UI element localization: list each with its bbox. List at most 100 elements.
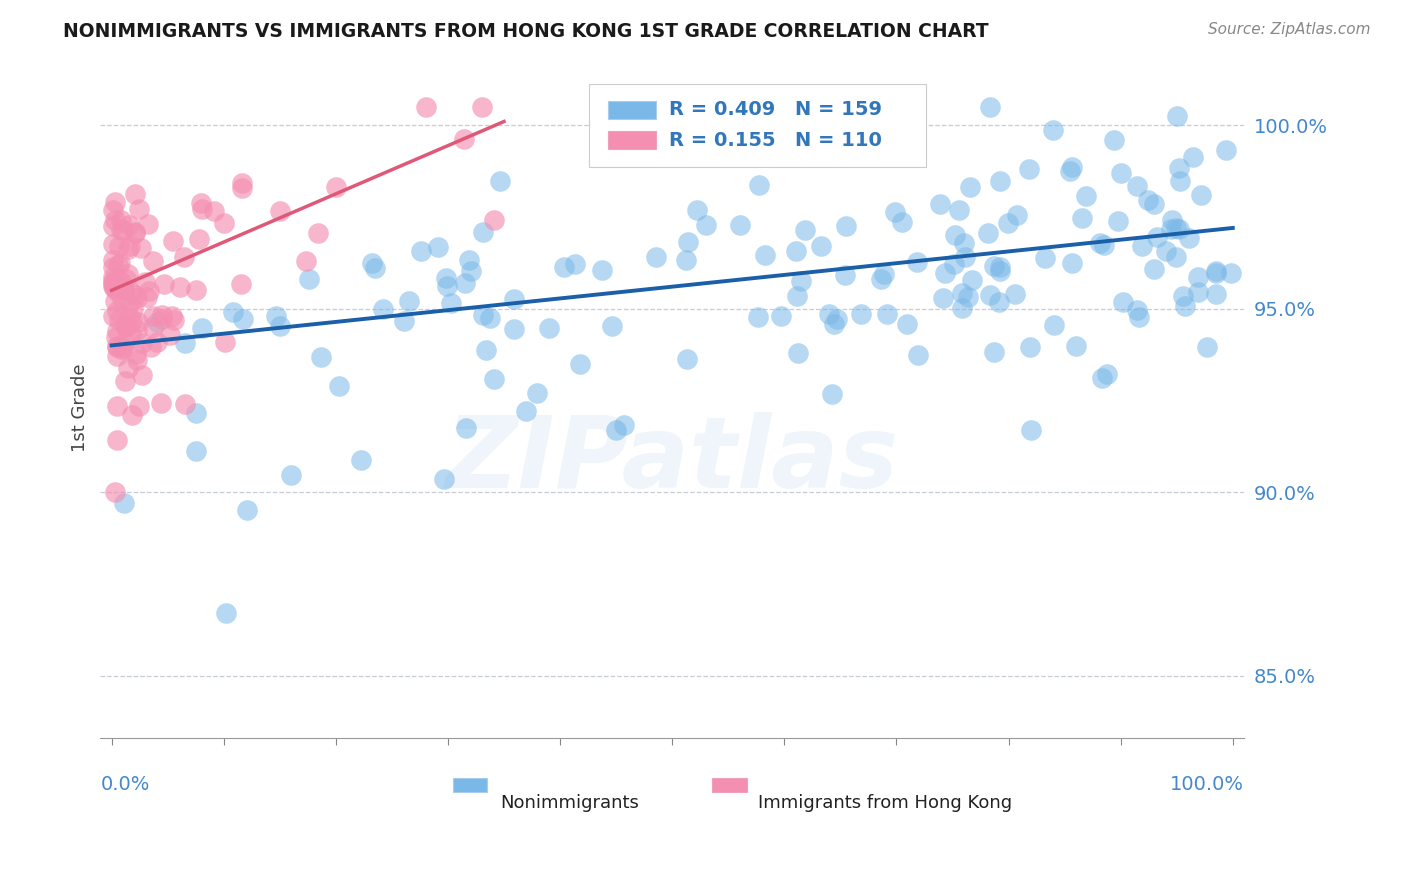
Point [503, 292, 526, 306]
Text: R = 0.409: R = 0.409 [669, 100, 775, 120]
Point [1219, 266, 1241, 280]
Point [153, 277, 176, 292]
Point [131, 241, 153, 255]
Point [987, 295, 1010, 310]
Point [1043, 318, 1066, 333]
Point [131, 335, 153, 350]
Point [988, 264, 1011, 278]
Point [790, 274, 813, 288]
Point [526, 386, 548, 401]
Point [162, 235, 184, 249]
Point [458, 253, 481, 268]
Point [105, 340, 128, 354]
Text: R = 0.155: R = 0.155 [669, 131, 775, 150]
Point [231, 176, 253, 190]
Point [101, 310, 124, 324]
Text: Immigrants from Hong Kong: Immigrants from Hong Kong [758, 795, 1012, 813]
Point [415, 100, 437, 114]
Point [118, 310, 141, 325]
Point [1168, 161, 1191, 176]
Point [107, 279, 129, 293]
Point [121, 408, 143, 422]
Point [127, 323, 149, 337]
Point [191, 320, 214, 334]
Point [150, 311, 173, 326]
Point [1059, 163, 1081, 178]
Point [1074, 189, 1097, 203]
Point [436, 279, 458, 293]
Point [957, 289, 980, 303]
Point [1205, 266, 1227, 280]
Point [825, 311, 848, 326]
Point [107, 239, 129, 253]
FancyBboxPatch shape [453, 778, 486, 792]
Point [117, 267, 139, 281]
Point [307, 226, 329, 240]
Point [184, 443, 207, 458]
Point [613, 417, 636, 432]
Point [1018, 162, 1040, 177]
Point [101, 260, 124, 274]
Point [907, 348, 929, 362]
Point [128, 399, 150, 413]
Point [834, 268, 856, 282]
Point [103, 281, 125, 295]
Point [212, 216, 235, 230]
Point [931, 291, 953, 305]
Point [934, 266, 956, 280]
Point [1215, 143, 1237, 157]
Point [1168, 174, 1191, 188]
Point [821, 387, 844, 401]
Point [105, 324, 128, 338]
Point [131, 368, 153, 382]
Point [460, 263, 482, 277]
Point [134, 275, 156, 289]
Point [360, 256, 382, 270]
Point [146, 335, 169, 350]
Point [105, 349, 128, 363]
Point [1004, 287, 1026, 301]
Point [515, 403, 537, 417]
Point [235, 503, 257, 517]
Point [163, 313, 186, 327]
Point [953, 250, 976, 264]
FancyBboxPatch shape [609, 101, 657, 119]
FancyBboxPatch shape [609, 131, 657, 150]
Point [478, 310, 501, 325]
Point [1154, 244, 1177, 258]
Point [482, 372, 505, 386]
Point [675, 252, 697, 267]
Point [280, 467, 302, 482]
Point [110, 222, 132, 236]
Point [231, 181, 253, 195]
Text: Source: ZipAtlas.com: Source: ZipAtlas.com [1208, 22, 1371, 37]
Point [101, 270, 124, 285]
Point [794, 223, 817, 237]
Point [484, 212, 506, 227]
Point [591, 262, 613, 277]
Point [120, 326, 142, 340]
Point [214, 334, 236, 349]
Point [107, 280, 129, 294]
Point [159, 327, 181, 342]
Point [190, 195, 212, 210]
Point [433, 472, 456, 486]
Point [905, 254, 928, 268]
Point [101, 219, 124, 233]
Point [1136, 193, 1159, 207]
Point [269, 204, 291, 219]
Point [364, 261, 387, 276]
Point [174, 335, 197, 350]
Point [870, 272, 893, 286]
Point [1171, 289, 1194, 303]
Point [112, 222, 135, 236]
Point [215, 606, 238, 620]
Text: 100.0%: 100.0% [1170, 774, 1244, 794]
Point [644, 250, 666, 264]
Point [1178, 231, 1201, 245]
Point [124, 225, 146, 239]
Point [118, 239, 141, 253]
Point [1167, 222, 1189, 236]
Point [728, 218, 751, 232]
Point [434, 271, 457, 285]
